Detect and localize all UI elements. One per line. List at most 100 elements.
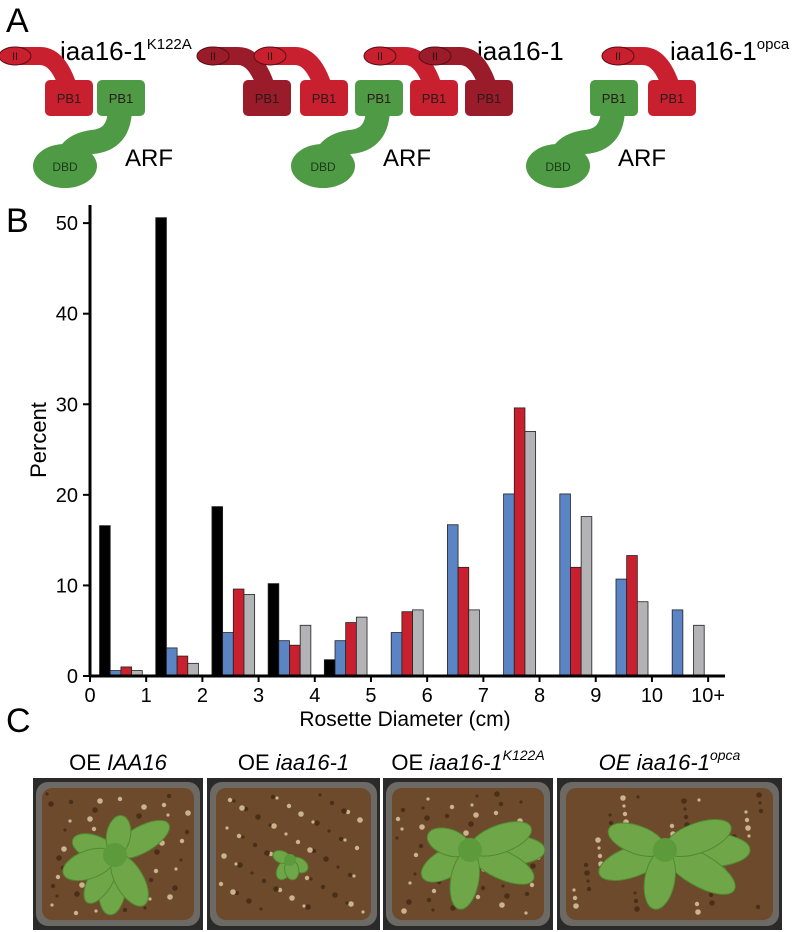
bar [278, 640, 290, 677]
bar [446, 524, 459, 677]
soil-speck [597, 846, 601, 850]
x-tick-label: 3 [253, 685, 264, 707]
diagram-title-text: iaa16-1 [60, 36, 147, 66]
soil-speck [755, 904, 761, 910]
soil-speck [221, 853, 227, 859]
soil-speck [400, 827, 404, 831]
soil-speck [234, 862, 238, 866]
soil-speck [136, 813, 142, 819]
photo-label-prefix: OE [599, 750, 637, 775]
soil-speck [501, 884, 505, 888]
photo-label: OE iaa16-1opca [599, 747, 741, 775]
soil-speck [141, 804, 147, 810]
photo-label: OE iaa16-1K122A [391, 747, 544, 775]
soil-speck [695, 909, 701, 915]
dbd-domain [291, 144, 355, 188]
soil-speck [620, 795, 626, 801]
y-tick-label: 50 [56, 213, 78, 235]
soil-speck [185, 810, 191, 816]
soil-speck [524, 891, 530, 897]
domain-ii [418, 46, 452, 66]
soil-speck [745, 825, 751, 831]
soil-speck [345, 901, 349, 905]
soil-speck [261, 878, 267, 884]
soil-speck [431, 888, 437, 894]
rosette-center [458, 838, 482, 862]
soil-speck [327, 829, 331, 833]
soil [216, 788, 371, 920]
repressor-linker [8, 47, 76, 93]
pb1-label: PB1 [255, 91, 280, 106]
pb1-label: PB1 [109, 91, 134, 106]
soil-speck [400, 807, 406, 813]
soil-speck [348, 901, 354, 907]
soil-speck [633, 891, 637, 895]
soil-speck [250, 871, 254, 875]
domain-ii [196, 46, 230, 66]
bar [211, 506, 224, 677]
bar [468, 609, 480, 677]
soil-speck [519, 800, 523, 804]
diagram-title: iaa16-1 [477, 36, 564, 66]
bar [267, 583, 280, 677]
pb1-domain [648, 80, 696, 116]
soil-speck [572, 888, 576, 892]
dbd-label: DBD [52, 160, 78, 174]
pb1-label: PB1 [602, 91, 627, 106]
soil-speck [524, 911, 528, 915]
soil-speck [475, 794, 479, 798]
domain-ii-label: II [377, 51, 383, 63]
bar [524, 431, 537, 677]
soil-speck [345, 809, 351, 815]
soil-speck [584, 870, 590, 876]
bar [345, 622, 357, 677]
bar [503, 493, 515, 677]
soil-speck [166, 813, 170, 817]
soil-speck [61, 846, 67, 852]
bar [243, 594, 256, 677]
soil-speck [236, 833, 242, 839]
bar [671, 609, 684, 677]
soil-speck [255, 814, 261, 820]
x-tick-label: 6 [422, 685, 433, 707]
soil-speck [275, 796, 279, 800]
soil-speck [304, 875, 310, 881]
soil-speck [694, 901, 700, 907]
soil-speck [311, 820, 315, 824]
soil-speck [309, 877, 313, 881]
soil-speck [583, 862, 589, 868]
soil-speck [347, 872, 353, 878]
soil-speck [493, 810, 499, 816]
soil-speck [241, 835, 245, 839]
soil-speck [172, 885, 178, 891]
soil-speck [473, 812, 479, 818]
soil-speck [277, 887, 283, 893]
soil-speck [55, 874, 61, 880]
domain-ii-label: II [615, 51, 621, 63]
soil-speck [413, 852, 419, 858]
pb1-domain [590, 80, 638, 116]
bar [187, 662, 199, 677]
soil-speck [320, 884, 326, 890]
bar [390, 632, 403, 677]
soil-speck [747, 834, 751, 838]
y-tick-label: 10 [56, 575, 78, 597]
soil-speck [268, 851, 274, 857]
soil-speck [227, 797, 233, 803]
domain-ii [0, 46, 32, 66]
rosette-center [284, 854, 296, 866]
soil-speck [431, 908, 435, 912]
domain-ii [253, 46, 287, 66]
soil-speck [246, 898, 252, 904]
soil-speck [73, 910, 79, 916]
soil-speck [271, 823, 277, 829]
domain-ii [601, 46, 635, 66]
soil-speck [681, 798, 687, 804]
diagram-title-text: iaa16-1 [670, 36, 757, 66]
domain-ii-label: II [432, 51, 438, 63]
bar [323, 659, 336, 677]
soil-speck [683, 807, 687, 811]
soil-speck [708, 892, 714, 898]
soil-speck [341, 808, 347, 814]
repressor-linker [428, 47, 496, 93]
